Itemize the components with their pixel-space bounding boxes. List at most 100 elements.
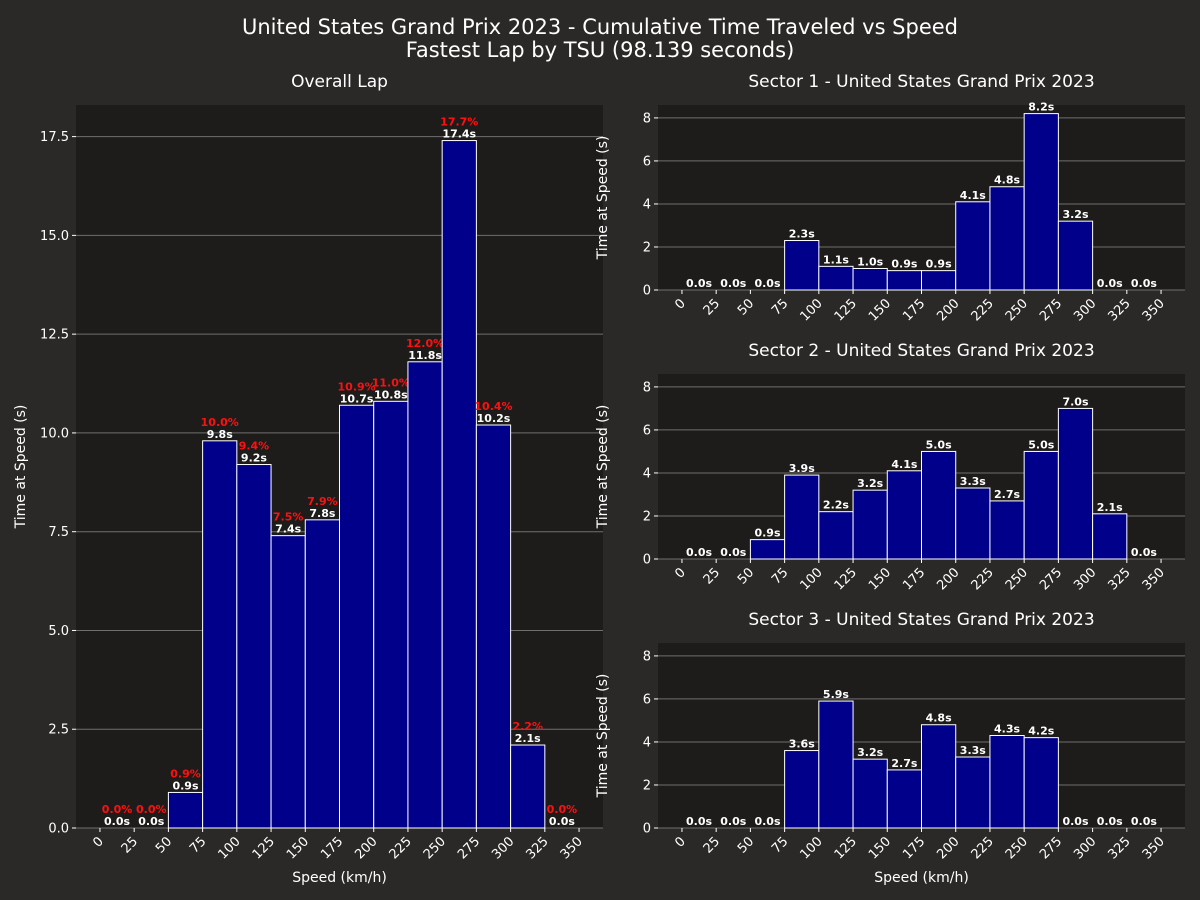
y-tick-label: 12.5 [40,328,69,343]
bar-value-label: 1.0s [857,255,883,268]
x-tick-label: 50 [153,834,175,856]
x-tick-label: 150 [866,565,894,593]
bar-value-label: 4.1s [960,189,986,202]
x-tick-label: 25 [119,834,141,856]
x-tick-label: 350 [1140,296,1168,324]
y-tick-label: 7.5 [48,525,69,540]
bar-value-label: 3.3s [960,475,986,488]
bar [1023,737,1059,829]
bar [202,440,238,829]
bar-percent-label: 10.4% [474,400,512,413]
bar-value-label: 0.0s [1062,815,1088,828]
bar [784,474,820,560]
bar-value-label: 9.2s [241,452,267,465]
y-tick-label: 0.0 [48,822,69,837]
bar-percent-label: 2.2% [512,720,543,733]
x-tick-label: 225 [969,834,997,862]
bar-value-label: 17.4s [442,128,476,141]
bar-value-label: 0.0s [1131,815,1157,828]
bar [886,470,923,560]
x-tick-label: 325 [1105,296,1133,324]
bar [510,744,546,829]
panel-title: Sector 2 - United States Grand Prix 2023 [748,341,1094,361]
y-tick-label: 4 [643,197,651,212]
chart-panels: 0.02.55.07.510.012.515.017.50 25 50 75 100 12… [13,72,1185,886]
x-tick-label: 200 [934,834,962,862]
x-tick-label: 150 [866,296,894,324]
y-tick-label: 10.0 [40,426,69,441]
bar [167,791,204,829]
bar [886,270,923,291]
x-tick-label: 100 [798,834,826,862]
x-tick-label: 0 [90,834,106,850]
x-tick-label: 325 [1105,834,1133,862]
x-tick-label: 175 [900,834,928,862]
bar-value-label: 0.9s [172,779,198,792]
bar-value-label: 0.0s [720,815,746,828]
x-tick-label: 325 [523,834,551,862]
x-tick-label: 250 [421,834,449,862]
bar-value-label: 0.9s [891,258,917,271]
x-tick-label: 225 [969,296,997,324]
bar [921,724,957,829]
bar [1057,407,1094,560]
bar-value-label: 2.7s [994,488,1020,501]
x-tick-label: 75 [187,834,209,856]
panel-title: Sector 1 - United States Grand Prix 2023 [748,72,1094,92]
x-axis-label: Speed (km/h) [874,870,969,886]
bar [407,361,443,829]
y-tick-label: 8 [643,380,651,395]
x-tick-label: 300 [489,834,517,862]
bar-value-label: 2.7s [891,757,917,770]
bar [852,758,888,829]
x-tick-label: 250 [1003,296,1031,324]
bar-value-label: 2.2s [823,499,849,512]
x-tick-label: 100 [798,565,826,593]
y-tick-label: 0 [643,553,651,568]
bar [921,270,957,291]
bar-value-label: 3.2s [1062,208,1088,221]
bar [852,267,888,291]
x-tick-label: 150 [866,834,894,862]
y-tick-label: 4 [643,735,651,750]
x-tick-label: 350 [1140,565,1168,593]
x-tick-label: 125 [832,565,860,593]
bar [989,735,1025,829]
x-tick-label: 325 [1105,565,1133,593]
bar [784,750,820,829]
panel-title: Sector 3 - United States Grand Prix 2023 [748,610,1094,630]
x-tick-label: 250 [1003,565,1031,593]
y-axis-label: Time at Speed (s) [595,136,611,261]
bar-percent-label: 7.5% [273,511,304,524]
bar [955,201,991,291]
x-tick-label: 275 [1037,565,1065,593]
bar [749,539,786,560]
bar-value-label: 0.0s [686,815,712,828]
x-tick-label: 25 [701,565,723,587]
x-tick-label: 225 [969,565,997,593]
x-tick-label: 150 [284,834,312,862]
y-axis-label: Time at Speed (s) [13,405,29,530]
x-tick-label: 175 [900,565,928,593]
y-tick-label: 2 [643,509,651,524]
bar [339,404,375,829]
bar-value-label: 0.0s [138,815,164,828]
y-tick-label: 2 [643,778,651,793]
bar-value-label: 0.0s [720,277,746,290]
bar-percent-label: 11.0% [372,376,410,389]
bar-percent-label: 9.4% [239,440,270,453]
bar [373,400,409,829]
bar-value-label: 0.0s [1097,815,1123,828]
x-tick-label: 0 [672,296,688,312]
y-tick-label: 0 [643,822,651,837]
bar-value-label: 2.1s [515,732,541,745]
bar-value-label: 4.8s [994,174,1020,187]
bar-value-label: 3.3s [960,744,986,757]
bar-value-label: 5.0s [1028,438,1054,451]
x-tick-label: 200 [934,296,962,324]
bar [989,500,1025,560]
y-tick-label: 6 [643,154,651,169]
x-tick-label: 75 [769,296,791,318]
bar-value-label: 0.0s [549,815,575,828]
